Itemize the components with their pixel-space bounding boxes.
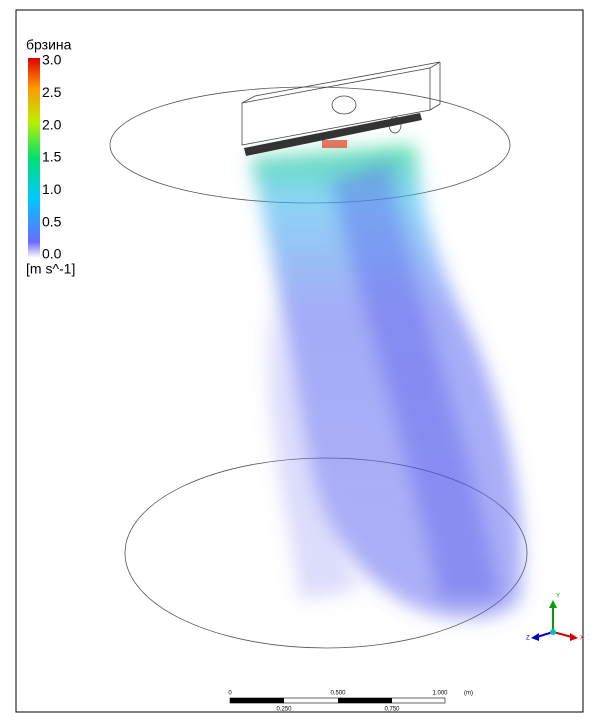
scale-label: 0.250 (276, 707, 292, 713)
scale-label: 0 (228, 691, 232, 697)
scale-label: 0.750 (384, 707, 400, 713)
legend-tick-label: 3.0 (42, 52, 62, 68)
legend-title: брзина (26, 37, 72, 53)
scale-bar (229, 697, 446, 704)
legend-tick-label: 1.0 (42, 181, 62, 197)
nozzle (244, 113, 422, 156)
axis-z-label: Z (526, 636, 530, 642)
legend-tick-label: 2.5 (42, 84, 62, 100)
legend-tick-label: 0.0 (42, 246, 62, 262)
legend-tick-label: 0.5 (42, 213, 62, 229)
axis-triad (531, 600, 578, 641)
scale-label: (m) (464, 691, 473, 697)
axis-x-label: X (580, 636, 584, 642)
scale-label: 1.000 (432, 691, 448, 697)
velocity-plume (250, 145, 523, 619)
scale-label: 0.500 (330, 691, 346, 697)
legend-unit: [m s^-1] (26, 261, 75, 277)
axis-y-label: Y (556, 594, 560, 600)
colorbar (28, 58, 40, 258)
peak-velocity (322, 140, 347, 148)
legend-tick-label: 1.5 (42, 149, 62, 165)
legend-tick-label: 2.0 (42, 116, 62, 132)
